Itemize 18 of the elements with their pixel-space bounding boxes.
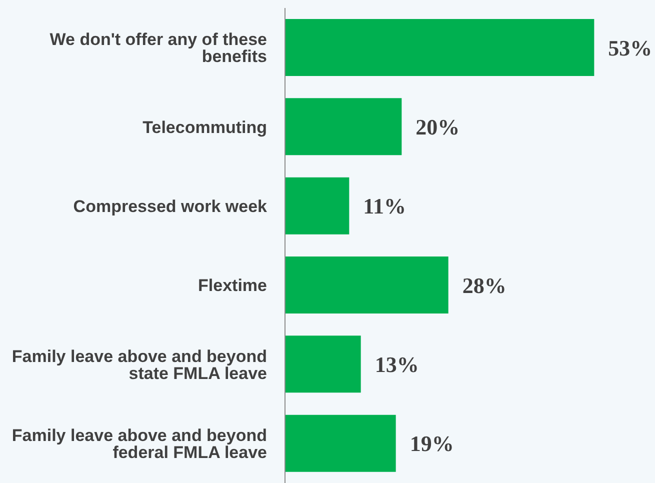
data-label: 53% — [608, 35, 652, 60]
y-tick-label: Compressed work week — [73, 196, 268, 216]
y-tick-label: We don't offer any of these benefits — [50, 30, 267, 66]
data-label: 11% — [363, 194, 406, 219]
bar — [285, 19, 594, 76]
y-tick-label: Flextime — [198, 276, 267, 296]
data-label: 20% — [416, 114, 460, 140]
bar — [285, 256, 448, 314]
bar — [285, 177, 350, 234]
data-label: 28% — [462, 272, 506, 298]
y-tick-label: Family leave above and beyond state FMLA leave — [12, 346, 267, 383]
bar — [285, 336, 361, 393]
data-label: 19% — [410, 431, 454, 456]
y-tick-label: Family leave above and beyond federal FMLA leave — [12, 426, 267, 462]
data-label: 13% — [374, 352, 419, 377]
bar — [285, 98, 402, 156]
y-tick-label: Telecommuting — [142, 118, 267, 137]
bar — [285, 414, 396, 472]
